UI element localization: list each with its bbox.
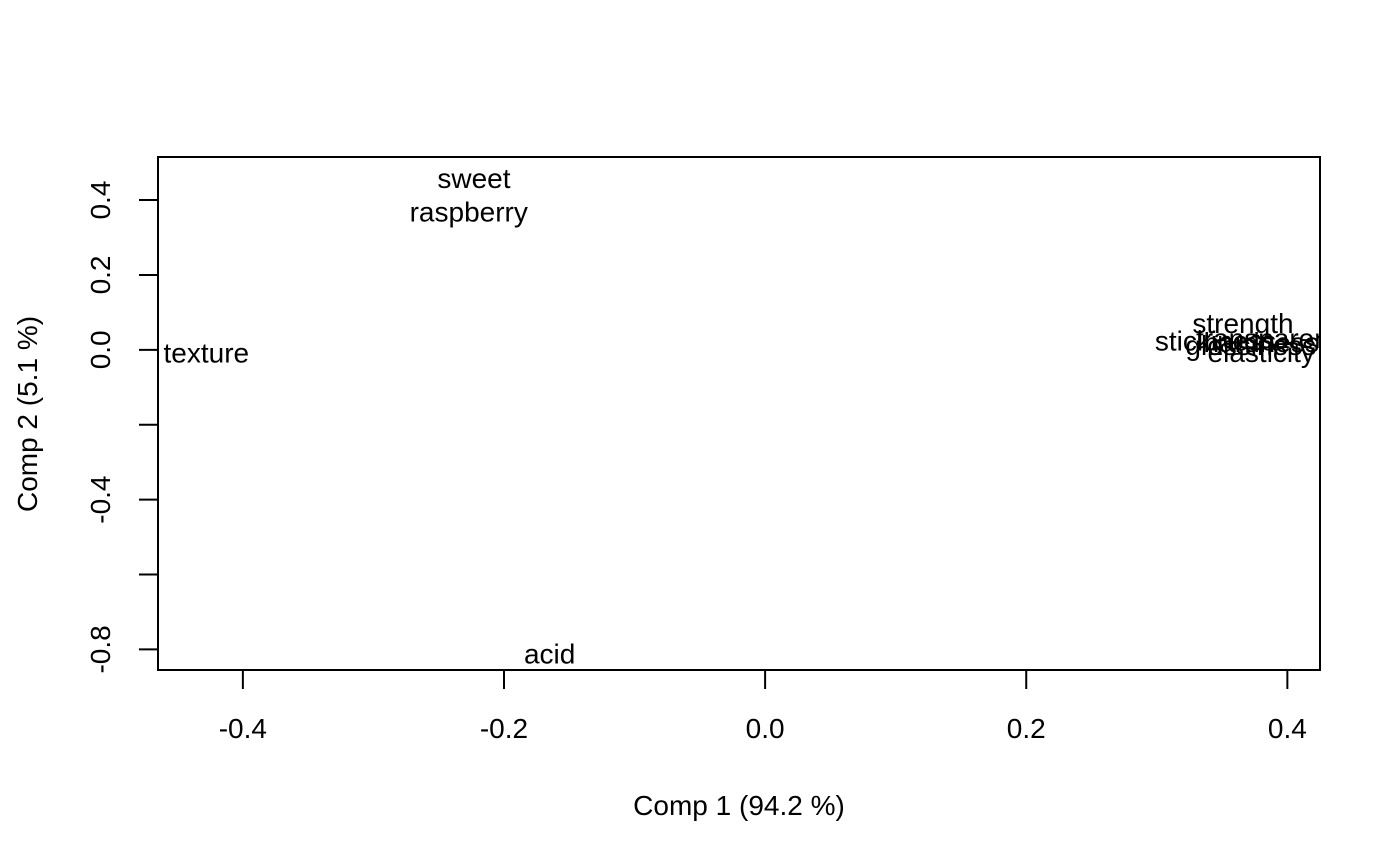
y-tick-label: 0.2 xyxy=(85,255,116,294)
y-axis-label: Comp 2 (5.1 %) xyxy=(12,316,43,512)
y-tick-label: -0.4 xyxy=(85,475,116,523)
x-axis: -0.4 -0.2 0.0 0.2 0.4 xyxy=(219,669,1307,744)
y-tick-label: 0.0 xyxy=(85,330,116,369)
x-tick-label: -0.2 xyxy=(480,713,528,744)
y-tick-label: 0.4 xyxy=(85,181,116,220)
point-label: sweet xyxy=(437,163,510,194)
point-label: raspberry xyxy=(410,197,528,228)
point-label: texture xyxy=(164,337,250,368)
point-label: hardness xyxy=(1204,327,1319,358)
y-axis: -0.8 -0.4 0.0 0.2 0.4 xyxy=(85,181,159,674)
point-label: elasticity xyxy=(1208,337,1315,368)
x-tick-label: -0.4 xyxy=(219,713,267,744)
x-tick-label: 0.4 xyxy=(1268,713,1307,744)
x-tick-label: 0.0 xyxy=(746,713,785,744)
point-label: strength xyxy=(1192,308,1293,339)
y-tick-label: -0.8 xyxy=(85,625,116,673)
x-tick-label: 0.2 xyxy=(1007,713,1046,744)
plot-frame xyxy=(157,156,1321,671)
x-axis-label: Comp 1 (94.2 %) xyxy=(633,790,845,821)
point-label: stickiness xyxy=(1155,326,1276,357)
point-label: acid xyxy=(524,638,575,669)
point-label: transparency xyxy=(1196,323,1358,354)
point-label: glossiness xyxy=(1185,330,1316,361)
